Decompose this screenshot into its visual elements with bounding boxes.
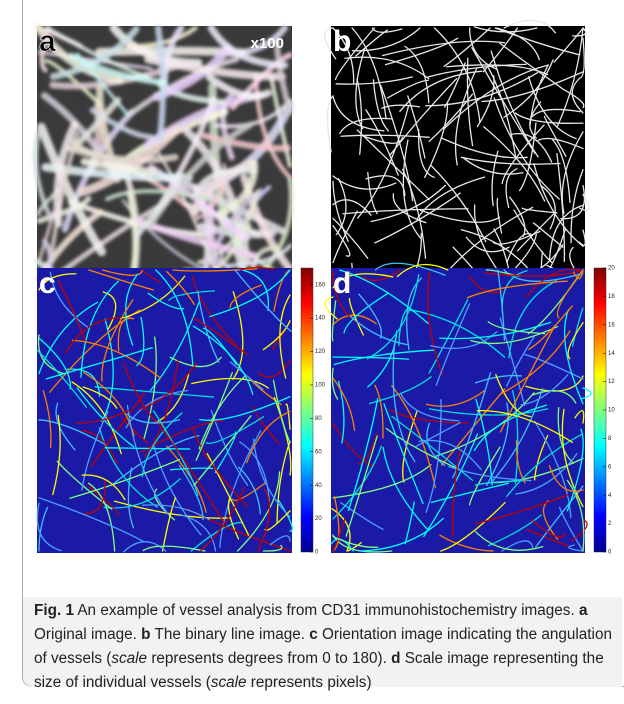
colorbar-tick-label: 14 (608, 351, 615, 357)
caption-label: d (391, 650, 400, 667)
colorbar-tick-label: 16 (608, 322, 615, 328)
caption-text: An example of vessel analysis from CD31 … (77, 602, 574, 619)
colorbar-tick-label: 4 (608, 493, 612, 499)
colorbar-tick-label: 140 (315, 316, 326, 322)
caption-text: represents pixels) (247, 674, 372, 691)
panel-label: c (39, 267, 56, 300)
colorbar-tick-label: 2 (608, 521, 612, 527)
caption: Fig. 1 An example of vessel analysis fro… (23, 597, 622, 687)
colorbar-tick-label: 160 (315, 282, 326, 288)
colorbar-tick-label: 0 (608, 550, 612, 556)
colorbar-tick-label: 20 (315, 516, 322, 522)
colorbar-tick-label: 12 (608, 379, 615, 385)
caption-emphasis: scale (111, 650, 147, 667)
figure: a x100 b c 0 20 40 60 80 100 120 140 160 d 0 2 4 6 8 10 12 14… (0, 0, 624, 600)
panel-label: b (333, 25, 351, 58)
colorbar (301, 268, 313, 552)
caption-text: Original image. (34, 626, 137, 643)
colorbar-tick-label: 0 (315, 550, 319, 556)
colorbar-tick-label: 20 (608, 266, 615, 272)
colorbar-tick-label: 120 (315, 349, 326, 355)
magnification: x100 (251, 35, 284, 52)
caption-label: b (141, 626, 150, 643)
caption-label: Fig. 1 (34, 602, 74, 619)
panel-label: a (39, 25, 56, 58)
colorbar-tick-label: 100 (315, 383, 326, 389)
caption-label: c (309, 626, 318, 643)
colorbar-tick-label: 6 (608, 464, 612, 470)
panel-image (331, 268, 585, 553)
caption-label: a (579, 602, 588, 619)
caption-text: The binary line image. (154, 626, 305, 643)
colorbar-tick-label: 8 (608, 436, 612, 442)
colorbar-tick-label: 80 (315, 416, 322, 422)
caption-emphasis: scale (211, 674, 247, 691)
colorbar-tick-label: 60 (315, 449, 322, 455)
caption-text: represents degrees from 0 to 180). (147, 650, 387, 667)
colorbar-tick-label: 40 (315, 483, 322, 489)
colorbar-tick-label: 18 (608, 294, 615, 300)
panel-label: d (333, 267, 351, 300)
colorbar-tick-label: 10 (608, 408, 615, 414)
